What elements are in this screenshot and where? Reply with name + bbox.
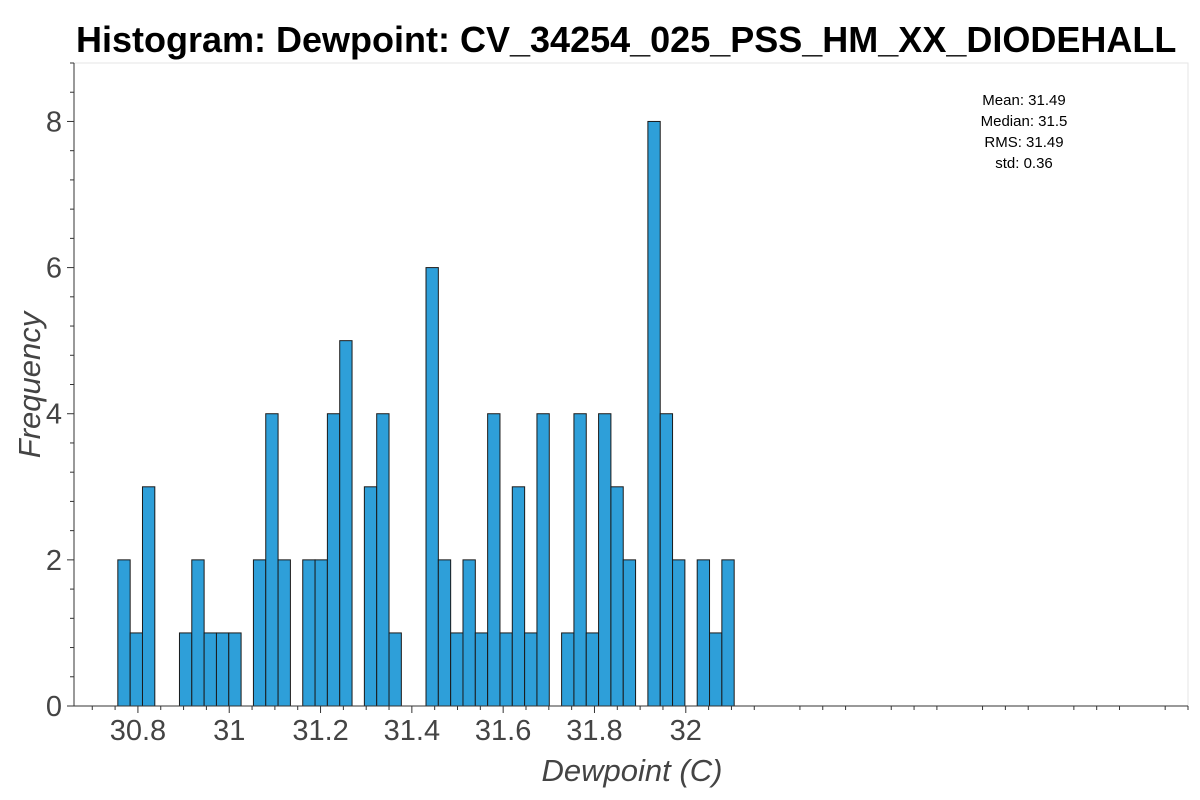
histogram-bar-2	[141, 486, 156, 707]
stats-mean: Mean: 31.49	[982, 92, 1065, 109]
x-tick-label: 31.6	[475, 715, 531, 747]
histogram-bar-32	[610, 486, 624, 707]
histogram-bar-37	[696, 559, 711, 707]
histogram-bar-15	[363, 486, 378, 707]
histogram-bar-11	[302, 559, 316, 707]
histogram-bar-8	[252, 559, 267, 707]
x-tick-label: 31.4	[384, 715, 440, 747]
histogram-bar-14	[339, 340, 353, 707]
y-tick-label: 2	[46, 545, 62, 577]
histogram-bar-20	[450, 632, 464, 707]
x-tick-label: 30.8	[110, 715, 166, 747]
histogram-bar-21	[462, 559, 476, 707]
histogram-bar-17	[388, 632, 402, 707]
histogram-bar-16	[376, 413, 390, 707]
histogram-bar-3	[178, 632, 193, 707]
x-tick-label: 31	[213, 715, 245, 747]
x-axis-label: Dewpoint (C)	[542, 753, 723, 788]
y-axis-label: Frequency	[12, 309, 47, 458]
histogram-bar-7	[228, 632, 242, 707]
histogram-bar-31	[598, 413, 612, 707]
x-tick-label: 31.8	[566, 715, 622, 747]
x-tick-label: 32	[670, 715, 702, 747]
histogram-bar-30	[585, 632, 600, 707]
y-tick-label: 6	[46, 253, 62, 285]
histogram-bar-27	[536, 413, 550, 707]
histogram-bar-26	[524, 632, 538, 707]
histogram-bar-18	[425, 267, 439, 707]
histogram-bar-12	[314, 559, 328, 707]
chart-title: Histogram: Dewpoint: CV_34254_025_PSS_HM…	[76, 19, 1176, 60]
stats-median: Median: 31.5	[981, 113, 1068, 130]
histogram-bar-10	[277, 559, 291, 707]
histogram-bar-25	[511, 486, 526, 707]
histogram-bar-22	[474, 632, 489, 707]
y-tick-label: 0	[46, 691, 62, 723]
histogram-bar-33	[622, 559, 637, 707]
histogram-bar-24	[499, 632, 513, 707]
histogram-bar-36	[672, 559, 686, 707]
histogram-bar-29	[573, 413, 587, 707]
y-tick-label: 4	[46, 399, 62, 431]
histogram-bar-34	[647, 120, 661, 707]
stats-std: std: 0.36	[995, 155, 1053, 172]
histogram-bar-35	[659, 413, 674, 707]
histogram-bar-39	[721, 559, 735, 707]
stats-rms: RMS: 31.49	[984, 134, 1063, 151]
histogram-bar-4	[191, 559, 205, 707]
histogram-bar-1	[129, 632, 143, 707]
histogram-bar-28	[561, 632, 575, 707]
histogram-bar-6	[215, 632, 230, 707]
y-tick-label: 8	[46, 106, 62, 138]
plot-area: 30.8 31 31.2 31.4 31.6 31.8 32 0 2 4 6 8	[46, 62, 1189, 747]
histogram-bar-38	[709, 632, 723, 707]
stats-box: Mean: 31.49 Median: 31.5 RMS: 31.49 std:…	[981, 92, 1068, 172]
histogram-bar-9	[265, 413, 279, 707]
histogram-bar-0	[117, 559, 131, 707]
histogram-bar-19	[437, 559, 452, 707]
histogram-bar-5	[203, 632, 217, 707]
x-tick-label: 31.2	[292, 715, 348, 747]
histogram-bar-13	[326, 413, 341, 707]
histogram-bar-23	[487, 413, 501, 707]
